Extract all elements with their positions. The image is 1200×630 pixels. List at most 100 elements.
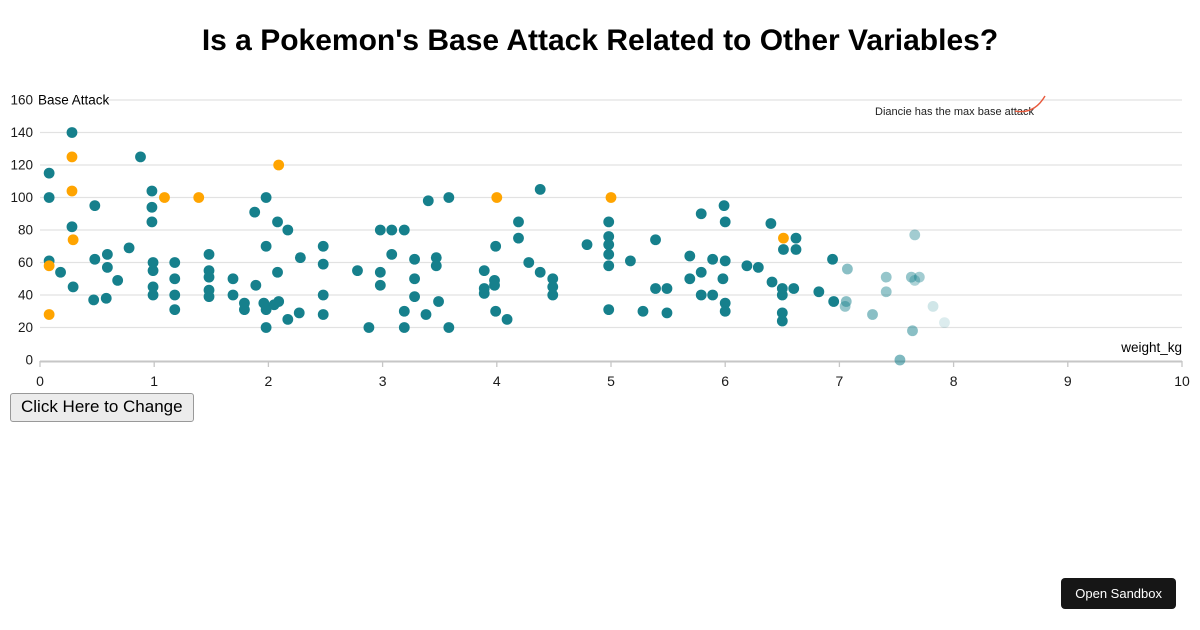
data-point	[146, 201, 158, 213]
x-axis-tick-label: 10	[1174, 373, 1190, 389]
change-variable-button[interactable]: Click Here to Change	[10, 393, 194, 422]
data-point	[374, 279, 386, 291]
x-axis-tick-label: 0	[36, 373, 44, 389]
data-point	[88, 294, 100, 306]
data-point	[409, 291, 420, 303]
data-point	[839, 300, 851, 312]
data-point	[294, 252, 306, 264]
data-point	[605, 192, 617, 203]
data-point	[491, 192, 503, 203]
data-point	[581, 239, 593, 251]
data-point	[478, 287, 490, 299]
data-point	[547, 281, 559, 293]
data-point	[146, 185, 158, 197]
data-point	[147, 289, 159, 301]
data-point	[89, 253, 101, 265]
data-point	[260, 240, 272, 252]
annotation-connector-line	[1014, 95, 1046, 113]
data-point	[547, 289, 559, 301]
data-point	[260, 322, 272, 333]
data-point	[741, 260, 753, 272]
x-axis-tick-label: 8	[950, 373, 958, 389]
data-point	[790, 232, 802, 244]
data-point	[766, 276, 778, 288]
data-point	[625, 255, 636, 267]
y-axis-tick-label: 0	[25, 353, 33, 368]
data-point	[409, 273, 420, 285]
data-point	[363, 322, 375, 333]
data-point	[650, 234, 661, 246]
data-point	[239, 304, 250, 316]
y-axis-tick-label: 60	[18, 255, 33, 270]
data-point	[398, 305, 410, 317]
page-title: Is a Pokemon's Base Attack Related to Ot…	[201, 24, 999, 57]
data-point	[293, 307, 305, 319]
data-point	[147, 265, 159, 277]
data-point	[66, 127, 78, 138]
data-point	[398, 224, 410, 236]
x-axis-tick-label: 5	[607, 373, 615, 389]
data-point	[719, 305, 731, 317]
data-point	[894, 354, 906, 366]
data-point	[101, 248, 113, 260]
data-point	[603, 216, 615, 228]
data-point	[112, 274, 124, 286]
data-point	[374, 224, 386, 236]
y-axis-tick-label: 40	[18, 288, 33, 303]
x-axis-tick-label: 4	[493, 373, 501, 389]
data-point	[203, 291, 215, 303]
data-point	[880, 271, 892, 283]
data-point	[67, 234, 79, 246]
data-point	[478, 265, 490, 277]
data-point	[282, 313, 294, 325]
data-point	[146, 216, 158, 228]
data-point	[650, 283, 661, 294]
annotation-text: Diancie has the max base attack	[875, 106, 1034, 118]
data-point	[603, 248, 615, 260]
data-point	[227, 289, 239, 301]
data-point	[66, 221, 78, 233]
y-axis-tick-label: 140	[10, 125, 33, 140]
data-point	[409, 253, 420, 265]
data-point	[260, 192, 272, 203]
data-point	[719, 297, 731, 309]
data-point	[317, 240, 329, 252]
data-point	[43, 260, 55, 272]
data-point	[123, 242, 135, 254]
data-point	[707, 253, 719, 265]
y-axis-tick-label: 120	[10, 158, 33, 173]
data-point	[523, 257, 535, 268]
y-axis-tick-label: 80	[18, 223, 33, 238]
data-point	[489, 279, 500, 291]
data-point	[867, 309, 878, 320]
data-point	[684, 273, 696, 285]
data-point	[317, 289, 329, 301]
data-point	[272, 266, 283, 278]
data-point	[719, 216, 731, 228]
data-point	[67, 281, 79, 293]
data-point	[927, 300, 939, 312]
data-point	[317, 258, 329, 270]
data-point	[227, 273, 239, 285]
open-sandbox-button[interactable]: Open Sandbox	[1061, 578, 1176, 609]
data-point	[661, 283, 673, 294]
data-point	[661, 307, 673, 319]
data-point	[55, 266, 66, 278]
x-axis-tick-label: 3	[379, 373, 387, 389]
data-point	[513, 232, 524, 244]
data-point	[147, 281, 159, 293]
data-point	[776, 289, 788, 301]
y-axis-title: Base Attack	[38, 93, 110, 108]
data-point	[776, 315, 788, 327]
data-point	[603, 239, 615, 251]
data-point	[840, 296, 852, 307]
data-point	[939, 317, 950, 329]
data-point	[273, 159, 285, 171]
data-point	[169, 304, 181, 316]
data-point	[430, 252, 442, 264]
y-axis-tick-label: 100	[10, 190, 33, 205]
data-point	[603, 260, 615, 272]
data-point	[66, 185, 78, 197]
data-point	[374, 266, 386, 278]
